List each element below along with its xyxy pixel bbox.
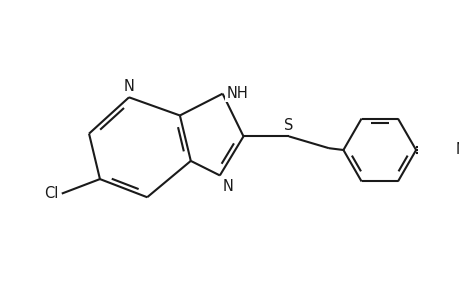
Text: Cl: Cl [44, 186, 58, 201]
Text: NH: NH [226, 86, 247, 101]
Text: N: N [222, 179, 233, 194]
Text: S: S [284, 118, 293, 133]
Text: N: N [455, 142, 459, 158]
Text: N: N [123, 79, 134, 94]
